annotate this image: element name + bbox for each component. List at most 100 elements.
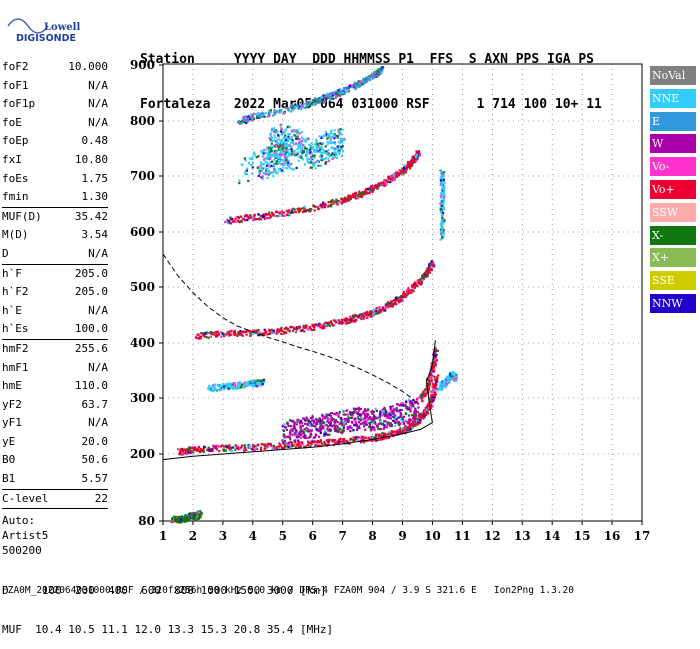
data-point — [338, 410, 341, 413]
data-point — [394, 432, 397, 435]
data-point — [336, 440, 339, 443]
data-point — [382, 307, 385, 310]
data-point — [445, 379, 449, 382]
data-point — [188, 518, 191, 521]
data-point — [268, 216, 272, 219]
param-name: hmE — [2, 379, 22, 393]
data-point — [376, 185, 379, 188]
data-point — [376, 424, 379, 427]
data-point — [412, 420, 415, 423]
data-point — [253, 213, 256, 216]
data-point — [419, 420, 422, 423]
data-point — [202, 450, 205, 453]
data-point — [282, 446, 285, 449]
data-point — [277, 148, 280, 151]
data-point — [370, 436, 373, 439]
data-point — [454, 373, 457, 376]
data-point — [311, 324, 314, 327]
data-point — [329, 421, 332, 425]
data-point — [179, 519, 182, 522]
data-point — [422, 410, 425, 414]
data-point — [389, 407, 392, 411]
data-point — [437, 374, 440, 377]
data-point — [365, 192, 368, 195]
data-point — [394, 432, 397, 435]
data-point — [440, 385, 443, 388]
data-point — [193, 516, 196, 519]
data-point — [341, 423, 344, 426]
data-point — [442, 232, 445, 235]
data-point — [337, 413, 340, 416]
data-point — [421, 392, 424, 395]
data-point — [420, 396, 423, 399]
data-point — [195, 517, 198, 520]
data-point — [368, 191, 371, 194]
data-point — [428, 268, 431, 271]
data-point — [405, 400, 408, 403]
data-point — [338, 141, 342, 144]
data-point — [451, 372, 454, 376]
data-point — [354, 417, 357, 420]
data-point — [399, 172, 402, 175]
data-point — [351, 195, 354, 198]
data-point — [205, 332, 208, 335]
data-point — [290, 446, 293, 449]
data-point — [444, 381, 447, 384]
data-point — [258, 218, 261, 221]
data-point — [285, 128, 288, 131]
data-point — [239, 386, 242, 389]
data-point — [330, 131, 333, 134]
data-point — [267, 213, 270, 216]
data-point — [349, 196, 353, 199]
data-point — [352, 318, 355, 321]
data-point — [267, 171, 270, 174]
data-point — [283, 148, 287, 151]
data-point — [326, 419, 329, 423]
data-point — [382, 183, 385, 186]
data-point — [180, 520, 183, 523]
data-point — [244, 382, 247, 386]
data-point — [415, 153, 418, 156]
data-point — [218, 389, 221, 392]
data-point — [286, 144, 289, 147]
data-point — [359, 407, 362, 410]
data-point — [197, 516, 200, 520]
data-point — [421, 400, 424, 403]
data-point — [389, 410, 392, 413]
data-point — [370, 436, 374, 439]
data-point — [429, 367, 432, 371]
data-point — [182, 448, 185, 451]
data-point — [284, 140, 287, 144]
data-point — [193, 517, 196, 520]
data-point — [262, 378, 265, 381]
data-point — [276, 162, 280, 165]
data-point — [435, 380, 438, 384]
data-point — [290, 445, 293, 448]
data-point — [334, 136, 338, 139]
data-point — [207, 387, 210, 390]
data-point — [359, 316, 362, 319]
data-point — [185, 452, 188, 455]
data-point — [446, 381, 449, 384]
data-point — [244, 171, 247, 174]
data-point — [298, 132, 301, 135]
data-point — [333, 134, 336, 137]
data-point — [177, 516, 180, 519]
data-point — [356, 426, 359, 429]
data-point — [185, 515, 188, 518]
data-point — [299, 329, 302, 332]
data-point — [324, 433, 327, 436]
data-point — [357, 439, 360, 442]
data-point — [275, 160, 278, 163]
data-point — [328, 438, 331, 441]
legend-item-nnw: NNW — [650, 293, 696, 313]
data-point — [173, 519, 177, 522]
data-point — [340, 139, 343, 142]
data-point — [453, 377, 457, 381]
data-point — [401, 298, 404, 301]
data-point — [283, 160, 286, 163]
data-point — [388, 305, 391, 308]
data-point — [353, 314, 356, 317]
data-point — [190, 513, 193, 516]
data-point — [290, 162, 293, 166]
